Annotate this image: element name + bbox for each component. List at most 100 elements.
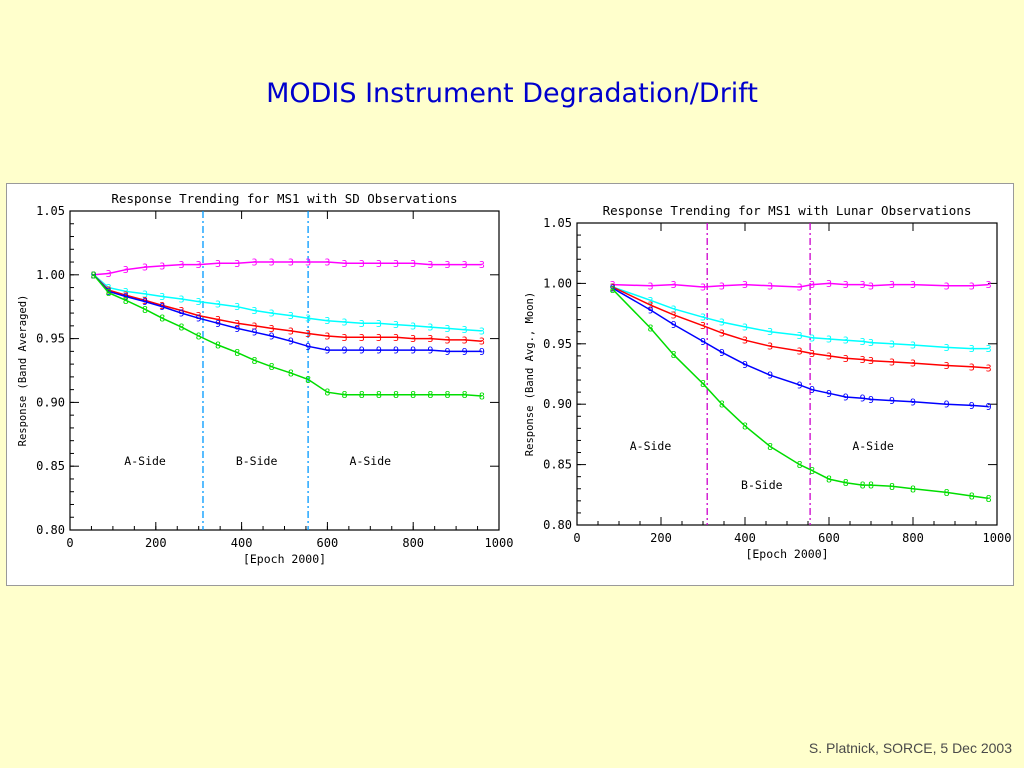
sd-data-point: 9 — [269, 332, 275, 343]
sd-data-point: 9 — [445, 347, 451, 358]
lunar-data-point: 8 — [843, 478, 849, 489]
slide-title: MODIS Instrument Degradation/Drift — [266, 78, 758, 109]
sd-data-point: 3 — [234, 302, 240, 313]
lunar-data-point: 3 — [868, 281, 874, 292]
lunar-data-point: 3 — [700, 313, 706, 324]
lunar-data-point: 3 — [944, 281, 950, 292]
lunar-data-point: 3 — [944, 361, 950, 372]
sd-data-point: 3 — [410, 321, 416, 332]
sd-data-point: 3 — [142, 263, 148, 274]
sd-data-point: 3 — [427, 323, 433, 334]
sd-data-point: 8 — [142, 305, 148, 316]
lunar-data-point: 3 — [826, 334, 832, 345]
sd-data-point: 3 — [123, 287, 129, 298]
sd-data-point: 3 — [159, 292, 165, 303]
lunar-data-point: 3 — [910, 359, 916, 370]
lunar-data-point: 3 — [767, 327, 773, 338]
lunar-data-point: 8 — [944, 488, 950, 499]
lunar-data-point: 3 — [986, 344, 992, 355]
sd-data-point: 9 — [324, 346, 330, 357]
lunar-y-axis-label: Response (Band Avg., Moon) — [524, 292, 536, 456]
sd-data-point: 3 — [196, 297, 202, 308]
sd-data-point: 3 — [269, 324, 275, 335]
sd-data-point: 3 — [376, 259, 382, 270]
sd-data-point: 9 — [479, 347, 485, 358]
sd-data-point: 3 — [462, 260, 468, 271]
lunar-data-point: 3 — [809, 280, 815, 291]
sd-y-tick-label: 1.00 — [36, 268, 65, 282]
lunar-data-point: 3 — [826, 279, 832, 290]
sd-data-point: 3 — [324, 258, 330, 269]
lunar-data-point: 3 — [889, 357, 895, 368]
lunar-data-point: 3 — [647, 296, 653, 307]
lunar-data-point: 3 — [843, 280, 849, 291]
sd-data-point: 8 — [462, 390, 468, 401]
sd-data-point: 3 — [269, 258, 275, 269]
lunar-data-point: 9 — [843, 392, 849, 403]
sd-data-point: 3 — [305, 314, 311, 325]
lunar-data-point: 3 — [797, 283, 803, 294]
lunar-data-point: 3 — [797, 331, 803, 342]
sd-data-point: 3 — [288, 326, 294, 337]
sd-data-point: 8 — [234, 348, 240, 359]
lunar-data-point: 3 — [610, 280, 616, 291]
sd-data-point: 3 — [393, 259, 399, 270]
sd-data-point: 9 — [427, 346, 433, 357]
lunar-data-point: 8 — [610, 285, 616, 296]
sd-data-point: 9 — [123, 292, 129, 303]
sd-data-point: 3 — [359, 259, 365, 270]
sd-data-point: 3 — [445, 335, 451, 346]
lunar-data-point: 8 — [889, 482, 895, 493]
lunar-side-annotation: A-Side — [630, 439, 672, 453]
sd-data-point: 9 — [462, 347, 468, 358]
sd-data-point: 3 — [288, 311, 294, 322]
sd-series-line — [93, 274, 482, 332]
lunar-data-point: 3 — [889, 339, 895, 350]
lunar-x-tick-label: 0 — [573, 531, 580, 545]
slide-footer: S. Platnick, SORCE, 5 Dec 2003 — [808, 740, 1012, 756]
lunar-data-point: 3 — [809, 349, 815, 360]
lunar-data-point: 3 — [944, 343, 950, 354]
sd-y-tick-label: 1.05 — [36, 204, 65, 218]
sd-side-annotation: A-Side — [124, 454, 166, 468]
sd-data-point: 3 — [342, 259, 348, 270]
sd-data-point: 9 — [179, 309, 185, 320]
lunar-x-tick-label: 600 — [818, 531, 840, 545]
lunar-data-point: 3 — [647, 301, 653, 312]
sd-x-tick-label: 800 — [402, 536, 424, 550]
lunar-data-point: 3 — [969, 362, 975, 373]
sd-data-point: 3 — [479, 337, 485, 348]
sd-data-point: 8 — [305, 375, 311, 386]
sd-data-point: 3 — [410, 334, 416, 345]
sd-data-point: 8 — [106, 288, 112, 299]
lunar-data-point: 9 — [868, 395, 874, 406]
sd-x-tick-label: 200 — [145, 536, 167, 550]
sd-data-point: 9 — [215, 319, 221, 330]
lunar-data-point: 8 — [809, 466, 815, 477]
sd-x-tick-label: 1000 — [485, 536, 514, 550]
lunar-data-point: 8 — [826, 475, 832, 486]
sd-data-point: 9 — [376, 346, 382, 357]
sd-data-point: 3 — [215, 259, 221, 270]
sd-y-axis-label: Response (Band Averaged) — [17, 295, 29, 447]
lunar-data-point: 3 — [700, 283, 706, 294]
lunar-series-line — [612, 286, 989, 350]
lunar-data-point: 9 — [986, 402, 992, 413]
sd-data-point: 3 — [251, 306, 257, 317]
lunar-x-axis-label: [Epoch 2000] — [745, 547, 828, 561]
sd-data-point: 8 — [427, 390, 433, 401]
sd-data-point: 3 — [376, 319, 382, 330]
lunar-data-point: 8 — [742, 421, 748, 432]
lunar-side-annotation: A-Side — [852, 439, 894, 453]
lunar-plot-frame — [576, 222, 998, 526]
lunar-y-tick-label: 0.85 — [543, 458, 572, 472]
lunar-data-point: 9 — [860, 394, 866, 405]
sd-data-point: 3 — [251, 258, 257, 269]
lunar-y-tick-label: 0.90 — [543, 397, 572, 411]
lunar-data-point: 9 — [969, 401, 975, 412]
sd-data-point: 8 — [251, 356, 257, 367]
sd-x-tick-label: 600 — [317, 536, 339, 550]
lunar-data-point: 3 — [986, 280, 992, 291]
lunar-data-point: 8 — [868, 481, 874, 492]
lunar-data-point: 3 — [910, 280, 916, 291]
